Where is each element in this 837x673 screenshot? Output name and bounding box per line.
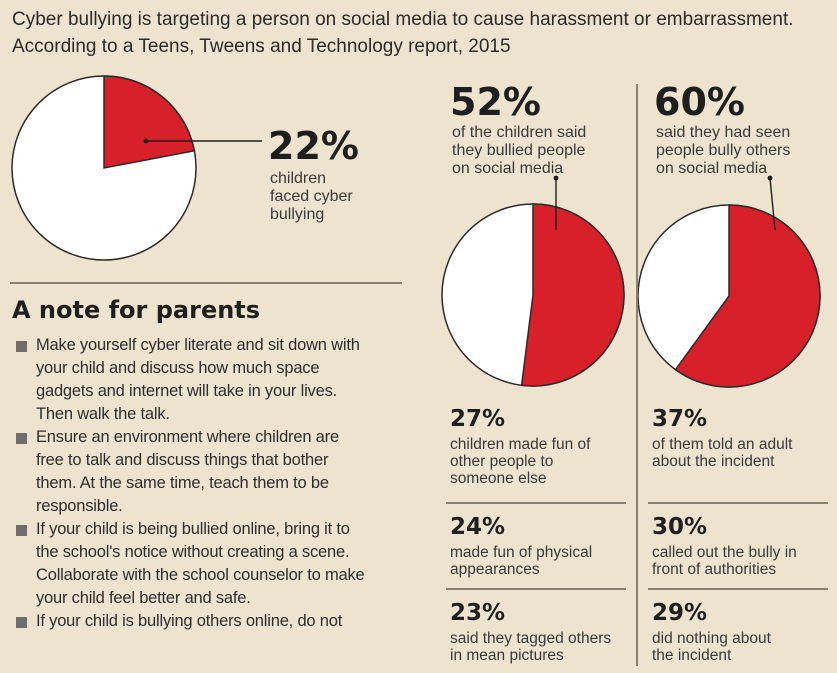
parents-notes: Make yourself cyber literate and sit dow… [14, 334, 414, 633]
stat-line: called out the bully in [652, 544, 797, 561]
square-bullet-icon [16, 341, 27, 352]
stat-text: children made fun of other people to som… [450, 436, 630, 487]
note-line: If your child is being bullied online, b… [36, 520, 350, 538]
pie3-desc-line: people bully others [656, 142, 791, 159]
square-bullet-icon [16, 433, 27, 444]
stat-block-left-2: 24% made fun of physical appearances [450, 514, 630, 578]
stat-percent: 27% [450, 406, 506, 432]
stat-divider [446, 588, 626, 590]
pie3-desc-line: on social media [656, 160, 768, 177]
pie3-percent: 60% [654, 80, 745, 124]
note-line: them. At the same time, teach them to be [36, 474, 329, 492]
pie2-leader-dot [553, 175, 559, 181]
parents-note-item: If your child is being bullied online, b… [14, 518, 414, 610]
stat-line: about the incident [652, 453, 775, 470]
parents-heading: A note for parents [12, 296, 261, 324]
stat-block-right-1: 37% of them told an adult about the inci… [652, 406, 832, 470]
pie1-desc-line: faced cyber [270, 188, 353, 205]
parents-note-item: If your child is bullying others online,… [14, 610, 414, 633]
stat-line: did nothing about [652, 630, 771, 647]
parents-note-item: Make yourself cyber literate and sit dow… [14, 334, 414, 426]
stat-divider [648, 502, 828, 504]
intro-text: Cyber bullying is targeting a person on … [12, 9, 794, 57]
stat-text: said they tagged others in mean pictures [450, 630, 636, 664]
pie2-percent: 52% [450, 80, 541, 124]
note-line: free to talk and discuss things that bot… [36, 451, 329, 469]
pie3-desc-line: said they had seen [656, 124, 791, 141]
note-line: your child feel better and safe. [36, 589, 251, 607]
stat-line: someone else [450, 470, 547, 487]
pie1-desc-line: bullying [270, 206, 325, 223]
note-line: your child and discuss how much space [36, 359, 320, 377]
pie1-leader-dot [143, 138, 149, 144]
stat-line: made fun of physical [450, 544, 593, 561]
stat-text: called out the bully in front of authori… [652, 544, 832, 578]
stat-divider [648, 588, 828, 590]
stat-block-left-3: 23% said they tagged others in mean pict… [450, 600, 636, 664]
note-line: Collaborate with the school counselor to… [36, 566, 365, 584]
stat-line: of them told an adult [652, 436, 793, 453]
square-bullet-icon [16, 617, 27, 628]
pie2-slice-highlight [520, 203, 625, 387]
pie2-description: of the children said they bullied people… [452, 124, 586, 178]
stat-text: made fun of physical appearances [450, 544, 630, 578]
stat-line: the incident [652, 647, 732, 664]
square-bullet-icon [16, 525, 27, 536]
pie3-leader-dot [767, 175, 773, 181]
stat-text: of them told an adult about the incident [652, 436, 832, 470]
pie1-description: children faced cyber bullying [270, 170, 353, 224]
stat-percent: 23% [450, 600, 506, 626]
parents-note-item: Ensure an environment where children are… [14, 426, 414, 518]
pie2-desc-line: on social media [452, 160, 564, 177]
note-line: Make yourself cyber literate and sit dow… [36, 336, 360, 354]
note-line: the school's notice without creating a s… [36, 543, 350, 561]
stat-block-right-3: 29% did nothing about the incident [652, 600, 832, 664]
stat-line: said they tagged others [450, 630, 612, 647]
stat-block-right-2: 30% called out the bully in front of aut… [652, 514, 832, 578]
stat-percent: 30% [652, 514, 708, 540]
column-divider [636, 84, 638, 666]
stat-text: did nothing about the incident [652, 630, 832, 664]
note-line: responsible. [36, 497, 123, 515]
pie1-desc-line: children [270, 170, 327, 187]
pie3-description: said they had seen people bully others o… [656, 124, 790, 178]
stat-block-left-1: 27% children made fun of other people to… [450, 406, 630, 487]
stat-line: children made fun of [450, 436, 591, 453]
stat-line: other people to [450, 453, 554, 470]
stat-percent: 24% [450, 514, 506, 540]
note-line: Then walk the talk. [36, 405, 170, 423]
stat-line: appearances [450, 561, 540, 578]
stat-divider [446, 502, 626, 504]
note-line: gadgets and internet will take in your l… [36, 382, 338, 400]
stat-percent: 37% [652, 406, 708, 432]
note-line: Ensure an environment where children are [36, 428, 339, 446]
stat-line: in mean pictures [450, 647, 564, 664]
section-divider [10, 282, 402, 284]
pie2-desc-line: of the children said [452, 124, 587, 141]
pie1-percent: 22% [268, 124, 359, 168]
pie3-leader-line [769, 177, 776, 231]
stat-percent: 29% [652, 600, 708, 626]
stat-line: front of authorities [652, 561, 777, 578]
note-line: If your child is bullying others online,… [36, 612, 343, 630]
pie2-desc-line: they bullied people [452, 142, 586, 159]
